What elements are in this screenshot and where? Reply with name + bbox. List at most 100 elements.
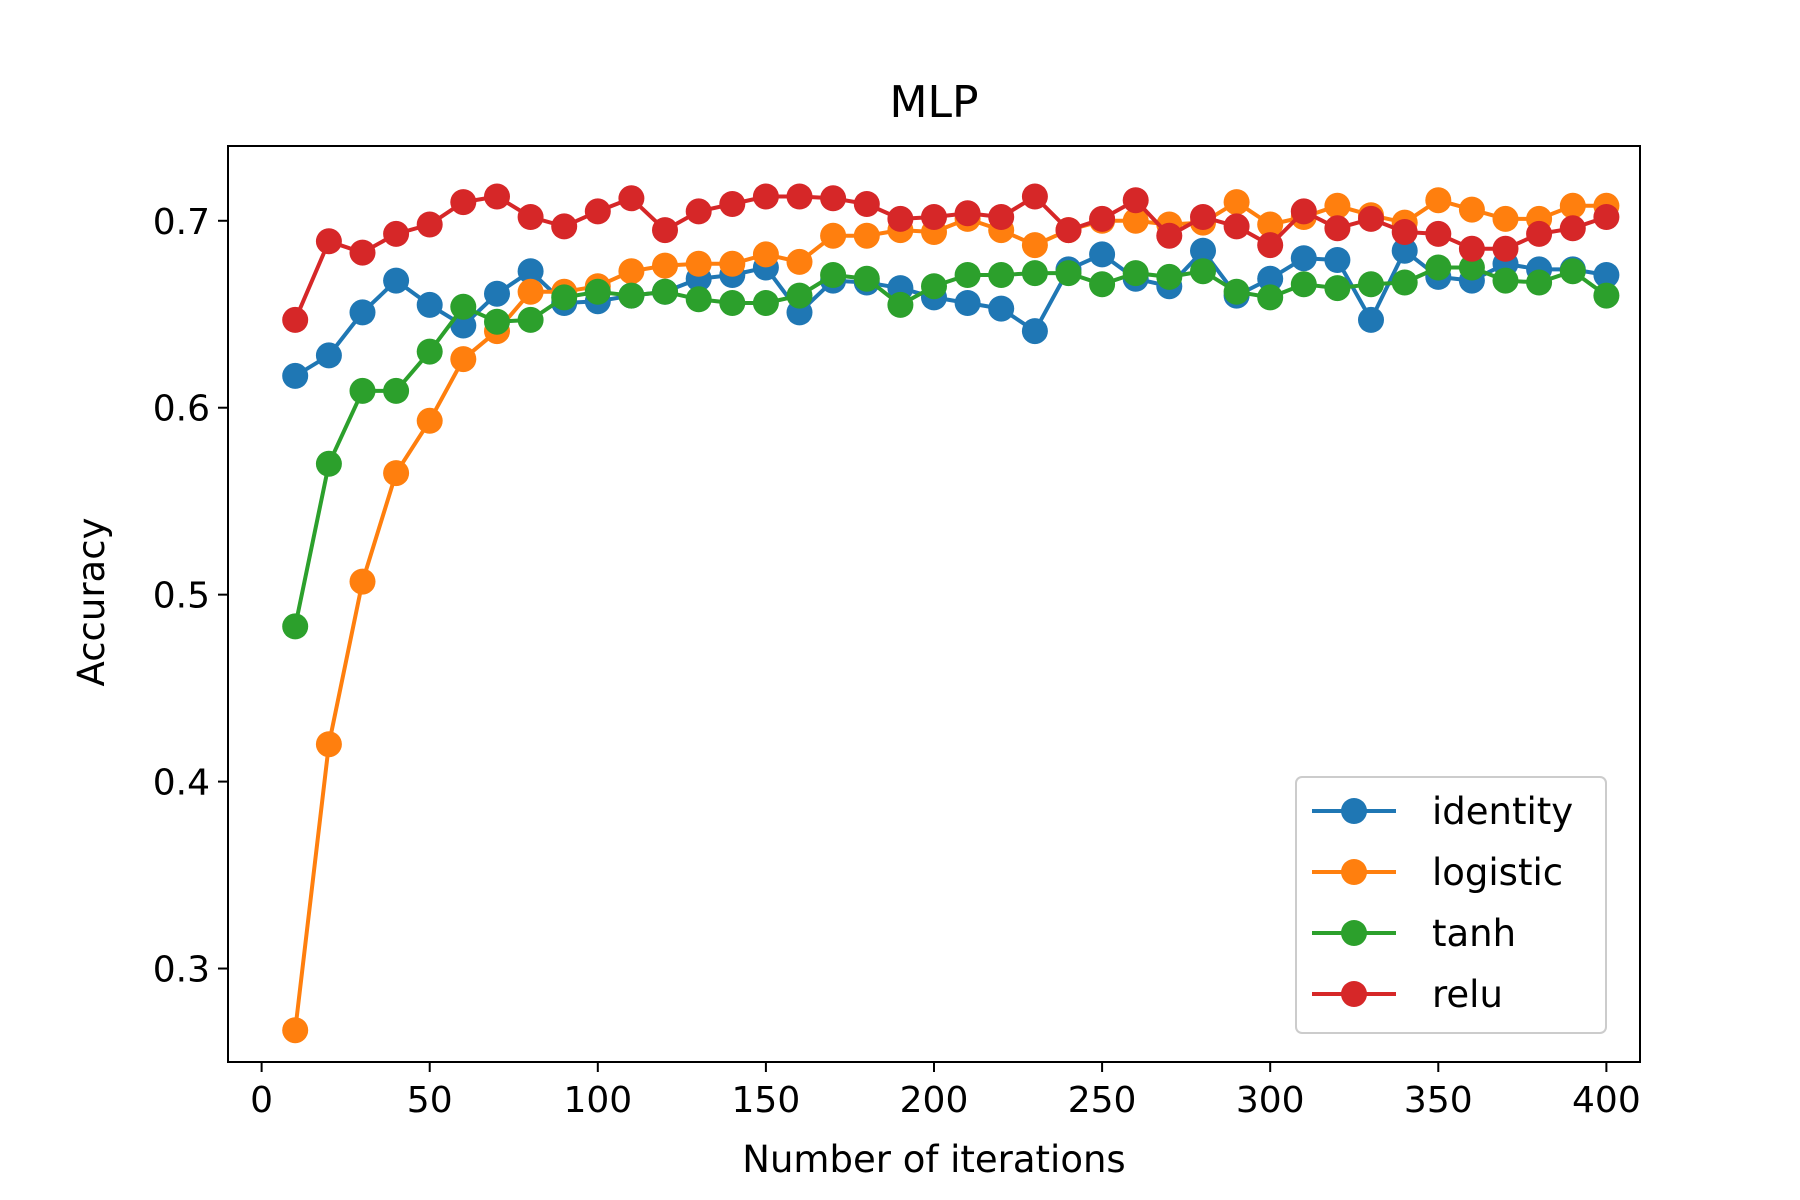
legend-marker <box>1341 920 1367 946</box>
data-point-tanh <box>618 282 645 309</box>
data-point-identity <box>450 312 477 339</box>
data-point-relu <box>988 204 1015 230</box>
x-axis-label: Number of iterations <box>742 1138 1125 1181</box>
data-point-logistic <box>1122 207 1149 234</box>
data-point-relu <box>1089 205 1116 232</box>
data-point-relu <box>551 213 578 240</box>
x-tick-label: 200 <box>900 1080 969 1121</box>
data-point-identity <box>1324 247 1351 273</box>
data-point-logistic <box>282 1017 309 1044</box>
data-point-relu <box>1190 204 1216 230</box>
data-point-tanh <box>1458 254 1485 281</box>
data-point-relu <box>1324 215 1351 242</box>
data-point-tanh <box>282 613 309 640</box>
data-point-logistic <box>1425 187 1452 214</box>
data-point-tanh <box>1089 271 1116 298</box>
data-point-tanh <box>1190 258 1216 285</box>
data-point-logistic <box>1257 211 1284 238</box>
data-point-logistic <box>383 460 410 487</box>
data-point-relu <box>954 200 981 227</box>
data-point-logistic <box>652 252 678 279</box>
legend-item-tanh: tanh <box>1312 912 1516 955</box>
series-line-tanh <box>293 265 1608 627</box>
data-point-relu <box>584 198 611 225</box>
y-tick-label: 0.5 <box>153 576 210 617</box>
x-tick-label: 350 <box>1404 1080 1473 1121</box>
data-point-identity <box>517 258 544 285</box>
data-point-relu <box>752 183 779 210</box>
data-point-relu <box>1425 220 1452 247</box>
data-point-identity <box>1021 318 1048 345</box>
data-point-identity <box>1358 306 1384 333</box>
data-point-relu <box>1122 187 1149 214</box>
data-point-tanh <box>1324 275 1351 302</box>
data-point-tanh <box>752 290 779 316</box>
x-tick-label: 400 <box>1572 1080 1641 1121</box>
data-point-tanh <box>1358 271 1384 298</box>
data-point-tanh <box>887 291 914 318</box>
data-point-tanh <box>1559 258 1586 285</box>
data-point-logistic <box>1559 192 1586 219</box>
y-tick-label: 0.6 <box>153 389 210 430</box>
x-tick-label: 50 <box>407 1080 453 1121</box>
data-point-tanh <box>1290 271 1317 298</box>
data-point-relu <box>652 217 678 244</box>
legend-label: relu <box>1432 973 1503 1016</box>
legend-label: tanh <box>1432 912 1516 955</box>
data-point-relu <box>618 185 645 212</box>
data-point-tanh <box>315 450 342 477</box>
legend-marker <box>1341 859 1367 885</box>
data-point-relu <box>1391 219 1418 245</box>
x-tick-label: 300 <box>1236 1080 1305 1121</box>
data-point-tanh <box>1425 254 1452 281</box>
legend-marker <box>1341 798 1367 824</box>
legend-box <box>1295 776 1607 1034</box>
y-axis-label: Accuracy <box>70 518 113 687</box>
data-point-identity <box>1257 265 1284 292</box>
data-point-tanh <box>820 262 847 288</box>
data-point-relu <box>921 204 947 230</box>
data-point-tanh <box>1223 278 1250 305</box>
data-point-identity <box>315 342 342 369</box>
data-point-logistic <box>719 250 746 277</box>
data-point-logistic <box>820 222 847 249</box>
legend-label: logistic <box>1432 851 1563 894</box>
data-point-relu <box>786 183 813 210</box>
legend-item-identity: identity <box>1312 790 1573 833</box>
data-point-relu <box>1156 222 1183 249</box>
y-axis: 0.3 0.4 0.5 0.6 0.7 <box>153 202 228 991</box>
data-point-logistic <box>853 222 880 249</box>
data-point-tanh <box>349 377 376 404</box>
data-point-tanh <box>853 265 880 292</box>
data-point-logistic <box>517 278 544 305</box>
data-point-identity <box>484 280 510 307</box>
data-point-relu <box>1290 198 1317 225</box>
data-point-relu <box>349 239 376 266</box>
data-point-identity <box>988 295 1015 322</box>
data-point-tanh <box>1391 269 1418 296</box>
data-point-logistic <box>752 241 779 268</box>
data-point-logistic <box>685 250 712 277</box>
data-point-relu <box>1458 235 1485 262</box>
data-point-tanh <box>954 262 981 288</box>
data-point-tanh <box>786 282 813 309</box>
legend-label: identity <box>1432 790 1573 833</box>
data-point-tanh <box>1055 260 1082 287</box>
data-point-tanh <box>1021 260 1048 287</box>
data-point-relu <box>450 189 477 216</box>
data-point-logistic <box>1223 189 1250 216</box>
series-line-relu <box>293 194 1608 321</box>
data-point-identity <box>1593 262 1620 288</box>
y-tick-label: 0.4 <box>153 763 210 804</box>
data-point-tanh <box>450 293 477 320</box>
x-tick-label: 100 <box>563 1080 632 1121</box>
legend-item-logistic: logistic <box>1312 851 1563 894</box>
data-point-tanh <box>383 377 410 404</box>
data-point-tanh <box>1492 267 1519 294</box>
data-point-identity <box>1190 237 1216 264</box>
data-point-relu <box>1593 204 1620 230</box>
data-point-tanh <box>416 338 443 365</box>
data-point-relu <box>1223 213 1250 240</box>
series-layer <box>282 183 1620 1044</box>
